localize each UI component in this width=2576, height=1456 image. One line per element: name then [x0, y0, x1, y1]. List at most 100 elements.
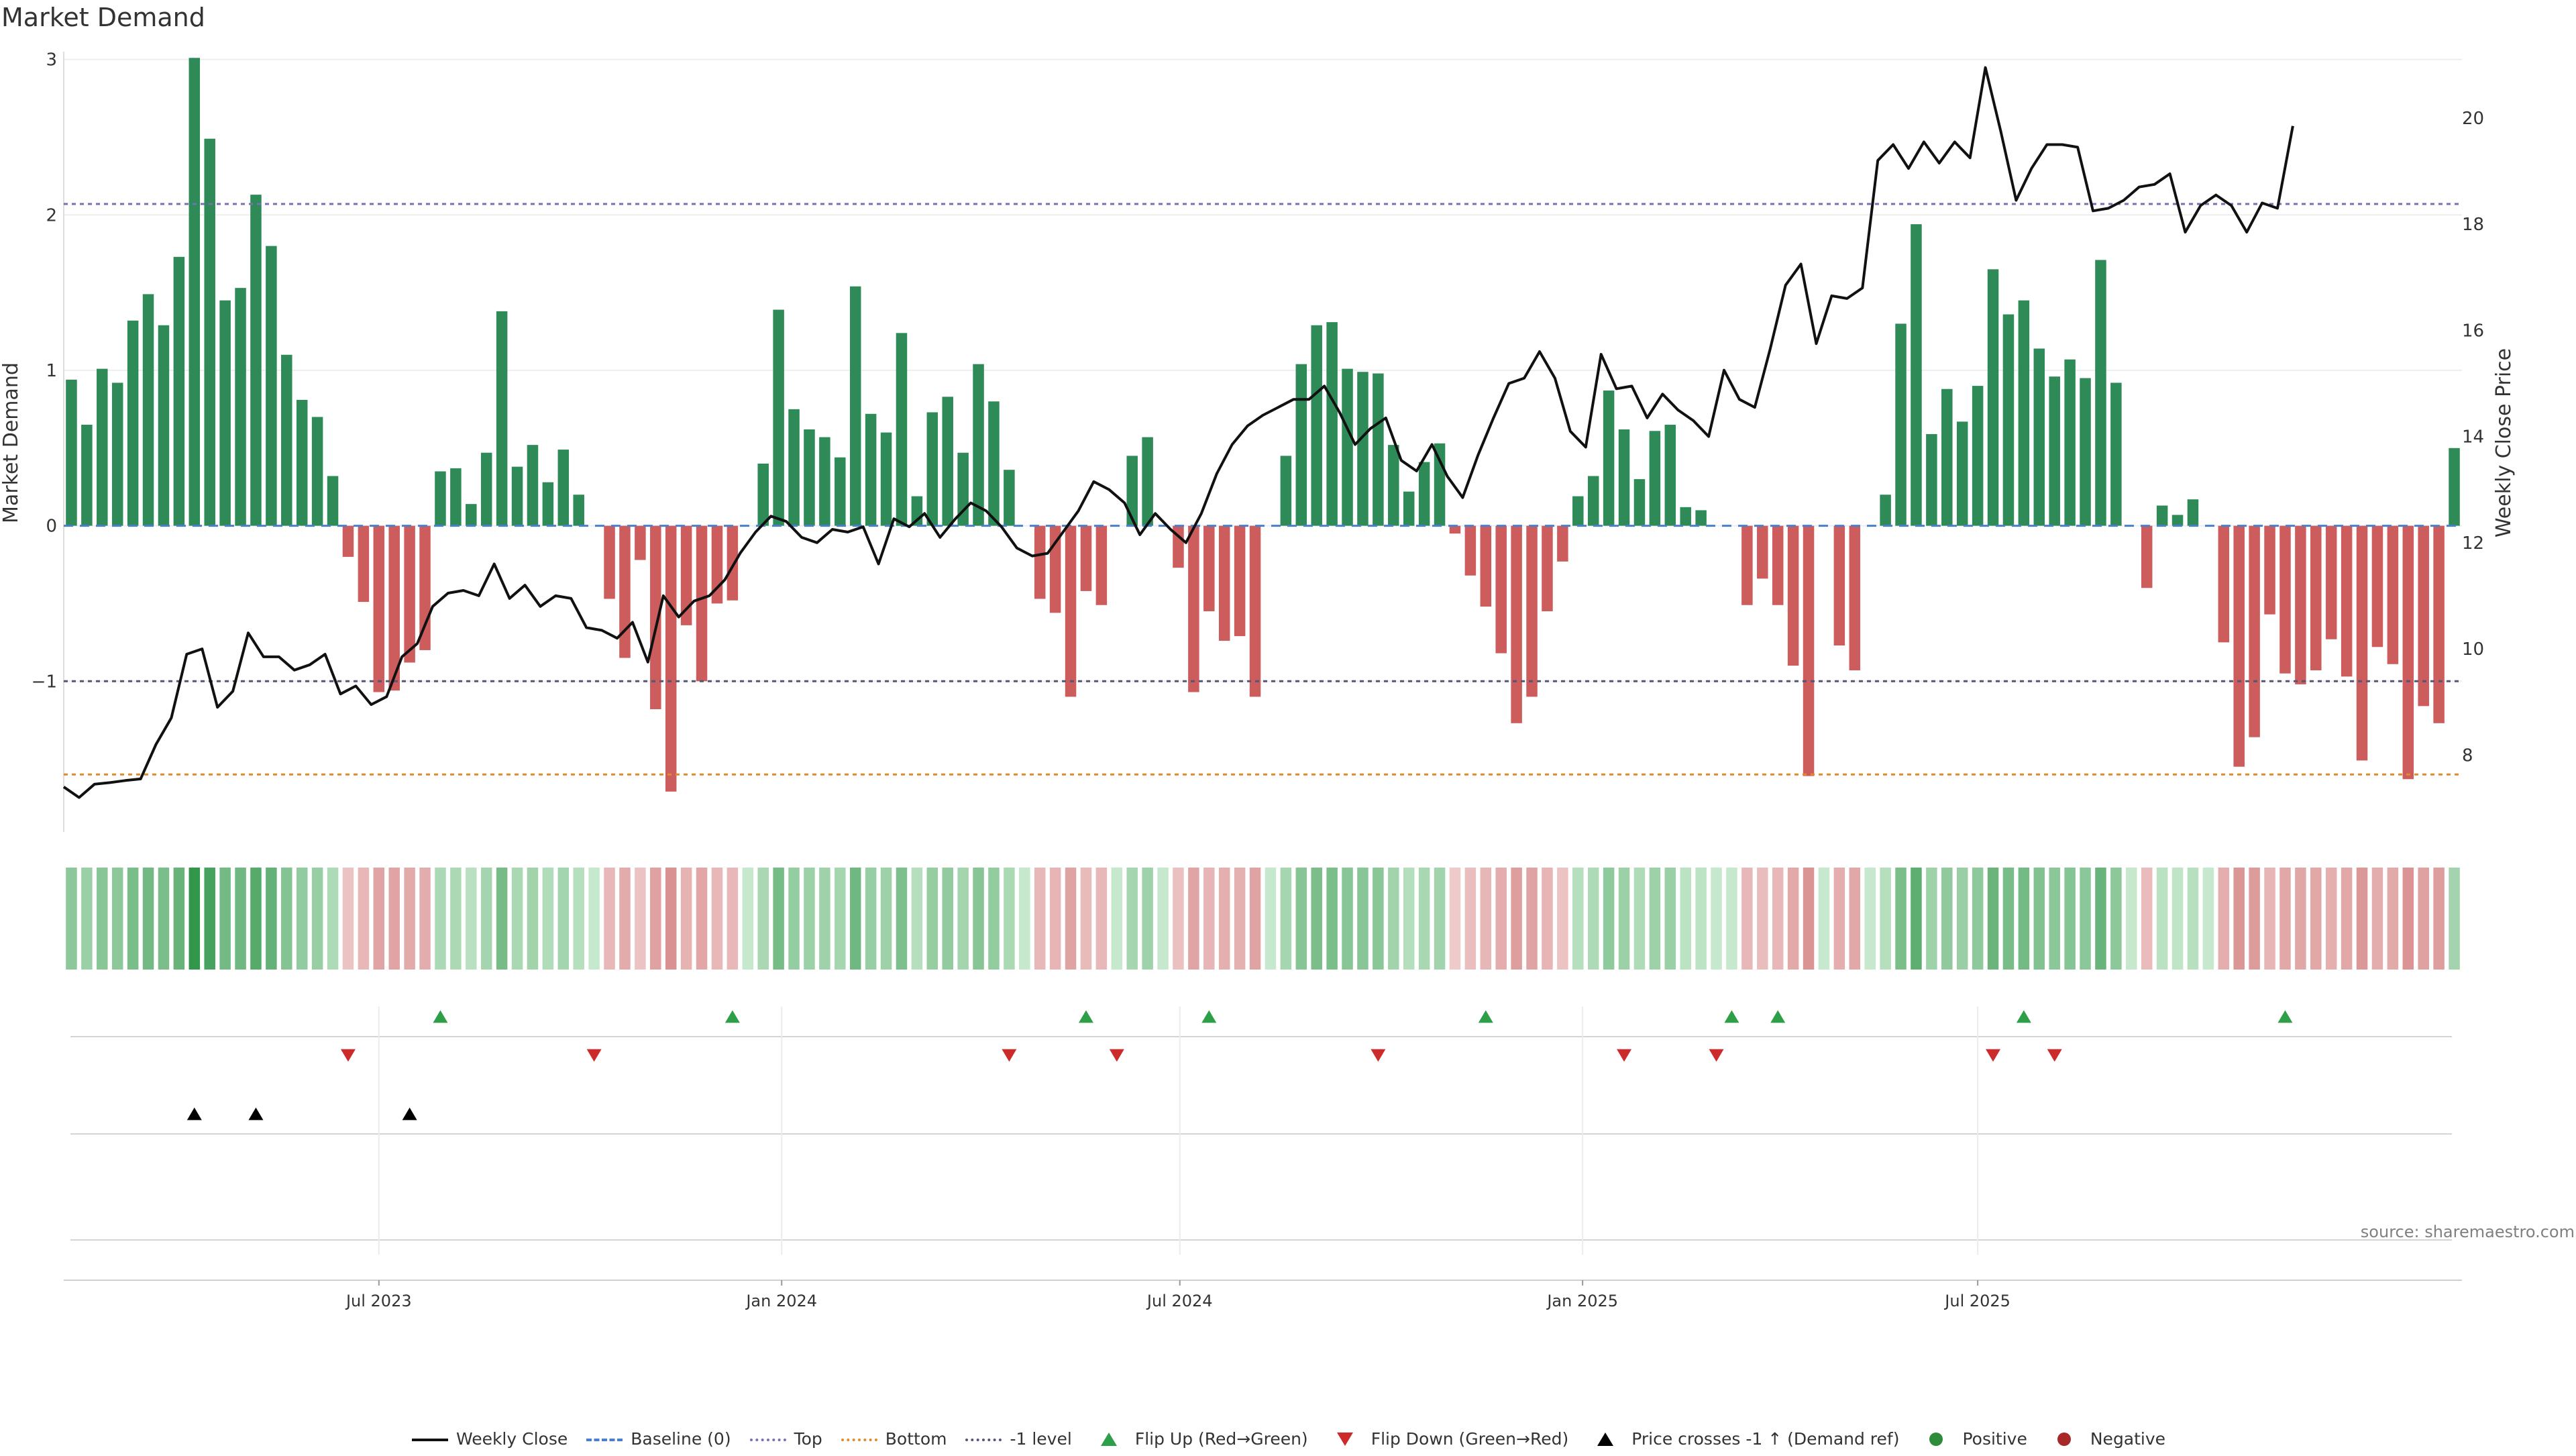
demand-bar: [311, 417, 323, 526]
y2-tick-label: 12: [2462, 533, 2484, 554]
demand-bar: [66, 379, 77, 526]
heat-cell: [2356, 868, 2368, 970]
heat-cell: [1388, 868, 1399, 970]
legend-label: Top: [794, 1429, 822, 1449]
heat-cell: [1373, 868, 1384, 970]
heat-cell: [1649, 868, 1661, 970]
heat-cell: [988, 868, 1000, 970]
heat-cell: [2249, 868, 2260, 970]
heat-cell: [619, 868, 631, 970]
y2-tick-label: 18: [2462, 215, 2484, 235]
heat-cell: [1295, 868, 1307, 970]
flip-up-marker: [1770, 1010, 1786, 1023]
heat-cell: [804, 868, 815, 970]
price-cross-marker: [248, 1107, 264, 1121]
flip-up-marker: [1078, 1010, 1093, 1023]
flip-down-marker: [1986, 1049, 2001, 1062]
demand-bar: [2310, 525, 2322, 671]
legend-label: Negative: [2090, 1429, 2166, 1449]
heat-cell: [942, 868, 953, 970]
demand-bar: [1664, 425, 1676, 526]
demand-bar: [189, 58, 201, 526]
demand-bar: [880, 432, 892, 526]
demand-bar: [373, 525, 385, 692]
flip-up-marker: [2277, 1010, 2293, 1023]
heat-cell: [1418, 868, 1430, 970]
y-axis-label: Market Demand: [0, 362, 23, 523]
demand-bar: [1757, 525, 1768, 579]
demand-bar: [773, 309, 784, 526]
heat-cell: [189, 868, 201, 970]
heat-cell: [727, 868, 739, 970]
legend-symbol: [749, 1431, 788, 1447]
heat-cell: [496, 868, 508, 970]
heat-cell: [527, 868, 539, 970]
heat-cell: [204, 868, 215, 970]
demand-bar: [173, 256, 185, 526]
demand-bar: [496, 311, 508, 526]
demand-bar: [1542, 525, 1553, 612]
demand-bar: [2325, 525, 2337, 639]
demand-bar: [2080, 378, 2091, 526]
legend-symbol: [1100, 1432, 1117, 1446]
demand-bar: [2018, 300, 2030, 526]
legend-label: Flip Up (Red→Green): [1134, 1429, 1308, 1449]
demand-bar: [1772, 525, 1784, 605]
heat-cell: [880, 868, 892, 970]
heat-cell: [665, 868, 677, 970]
demand-bar: [1572, 496, 1584, 526]
heat-cell: [373, 868, 385, 970]
demand-bar: [219, 300, 231, 526]
demand-bar: [2064, 359, 2076, 526]
x-tick-label: Jan 2024: [745, 1292, 817, 1310]
demand-bar: [2449, 448, 2460, 526]
heat-cell: [635, 868, 646, 970]
demand-bar: [127, 320, 139, 526]
demand-bar: [849, 286, 861, 526]
heat-cell: [1173, 868, 1184, 970]
heat-cell: [250, 868, 262, 970]
heat-cell: [1911, 868, 1922, 970]
demand-bar: [1234, 525, 1246, 637]
heat-cell: [1449, 868, 1461, 970]
heat-cell: [296, 868, 308, 970]
demand-bar: [635, 525, 646, 560]
demand-bar: [235, 288, 246, 526]
demand-bar: [2371, 525, 2383, 647]
legend-item: -1 level: [964, 1429, 1072, 1449]
heat-cell: [1987, 868, 1999, 970]
heat-cell: [235, 868, 246, 970]
demand-bar: [1403, 491, 1415, 526]
heat-cell: [2295, 868, 2306, 970]
demand-bar: [2187, 499, 2199, 526]
demand-bar: [557, 450, 570, 526]
legend-symbol: [2057, 1432, 2071, 1446]
legend-item: Price crosses -1 ↑ (Demand ref): [1586, 1429, 1899, 1449]
flip-down-marker: [1617, 1049, 1632, 1062]
demand-bar: [1418, 462, 1430, 526]
legend-item: Positive: [1917, 1429, 2027, 1449]
heat-cell: [158, 868, 170, 970]
heat-cell: [1095, 868, 1108, 970]
heat-cell: [1557, 868, 1568, 970]
demand-bar: [804, 429, 815, 526]
flip-up-marker: [1201, 1010, 1217, 1023]
legend-label: Positive: [1962, 1429, 2027, 1449]
heat-cell: [1618, 868, 1630, 970]
demand-bar: [973, 364, 984, 526]
heat-cell: [1065, 868, 1077, 970]
heat-cell: [573, 868, 584, 970]
heat-cell: [2341, 868, 2353, 970]
demand-bar: [480, 452, 492, 526]
heat-cell: [480, 868, 492, 970]
demand-bar: [757, 463, 769, 526]
demand-bar: [2110, 382, 2122, 526]
legend-item: Flip Down (Green→Red): [1326, 1429, 1568, 1449]
heat-cell: [1357, 868, 1368, 970]
demand-bar: [2141, 525, 2153, 588]
demand-bar: [2156, 505, 2168, 526]
heat-cell: [2279, 868, 2291, 970]
flip-up-marker: [1478, 1010, 1493, 1023]
heat-cell: [1157, 868, 1169, 970]
